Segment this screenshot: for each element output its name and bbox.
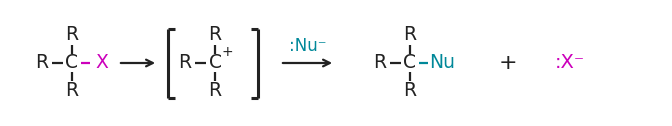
Text: R: R xyxy=(403,25,417,44)
Text: C: C xyxy=(65,54,79,72)
Text: :X⁻: :X⁻ xyxy=(555,54,585,72)
Text: R: R xyxy=(65,82,79,101)
Text: Nu: Nu xyxy=(429,54,455,72)
Text: C: C xyxy=(403,54,417,72)
Text: R: R xyxy=(65,25,79,44)
Text: :Nu⁻: :Nu⁻ xyxy=(289,37,327,55)
Text: R: R xyxy=(36,54,48,72)
Text: +: + xyxy=(499,53,517,73)
Text: C: C xyxy=(208,54,222,72)
Text: +: + xyxy=(221,45,233,59)
Text: R: R xyxy=(208,82,222,101)
Text: R: R xyxy=(403,82,417,101)
Text: R: R xyxy=(179,54,192,72)
Text: X: X xyxy=(95,54,108,72)
Text: R: R xyxy=(374,54,386,72)
Text: R: R xyxy=(208,25,222,44)
